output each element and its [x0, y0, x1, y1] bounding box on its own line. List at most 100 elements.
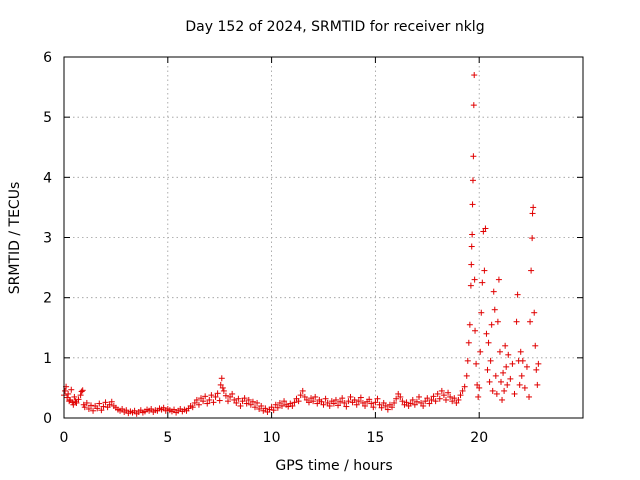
data-point: [493, 390, 500, 397]
data-point: [447, 393, 454, 400]
data-point: [395, 390, 402, 397]
data-point: [295, 398, 302, 405]
data-point: [453, 399, 460, 406]
data-point: [202, 393, 209, 400]
y-tick-label: 0: [43, 411, 52, 427]
data-point: [509, 360, 516, 367]
data-point: [81, 404, 88, 411]
data-point: [285, 403, 292, 410]
data-point: [475, 393, 482, 400]
data-point: [251, 404, 258, 411]
data-point: [428, 396, 435, 403]
data-point: [479, 279, 486, 286]
data-point: [239, 398, 246, 405]
data-point: [366, 396, 373, 403]
data-point: [457, 392, 464, 399]
x-tick-label: 5: [163, 430, 172, 446]
y-axis-label: SRMTID / TECUs: [7, 182, 23, 295]
data-point: [231, 396, 238, 403]
data-point: [301, 393, 308, 400]
data-point: [195, 401, 202, 408]
data-point: [123, 407, 130, 414]
data-point: [200, 398, 207, 405]
data-point: [355, 398, 362, 405]
data-point: [357, 394, 364, 401]
data-point: [434, 390, 441, 397]
data-point: [491, 306, 498, 313]
data-point: [503, 363, 510, 370]
data-point: [119, 405, 126, 412]
data-point: [353, 401, 360, 408]
data-point: [343, 403, 350, 410]
data-point: [490, 288, 497, 295]
data-point: [62, 387, 69, 394]
data-point: [478, 309, 485, 316]
data-point: [516, 381, 523, 388]
data-point: [533, 366, 540, 373]
chart-title: Day 152 of 2024, SRMTID for receiver nkl…: [185, 19, 484, 35]
data-point: [393, 395, 400, 402]
data-point: [514, 291, 521, 298]
data-point: [445, 389, 452, 396]
data-point: [449, 398, 456, 405]
data-point: [502, 342, 509, 349]
data-point: [471, 276, 478, 283]
data-point: [216, 397, 223, 404]
data-point: [527, 318, 534, 325]
data-point: [258, 402, 265, 409]
grid: [64, 57, 583, 418]
x-tick-label: 20: [470, 430, 488, 446]
data-point: [198, 395, 205, 402]
data-point: [415, 393, 422, 400]
data-point: [507, 375, 514, 382]
data-point: [249, 398, 256, 405]
data-point: [492, 372, 499, 379]
data-point: [463, 372, 470, 379]
x-tick-label: 10: [263, 430, 281, 446]
data-point: [96, 400, 103, 407]
data-point: [326, 402, 333, 409]
axis-ticks: 0 5 10 15 20 0 1 2 3 4 5 6: [43, 50, 583, 446]
data-point: [469, 231, 476, 238]
data-point: [469, 177, 476, 184]
data-point: [424, 395, 431, 402]
data-point: [372, 399, 379, 406]
data-point: [148, 405, 155, 412]
data-point: [108, 398, 115, 405]
data-point: [528, 267, 535, 274]
data-point: [341, 399, 348, 406]
data-point: [530, 204, 537, 211]
data-point: [235, 395, 242, 402]
data-point: [531, 309, 538, 316]
data-point: [376, 401, 383, 408]
data-point: [483, 330, 490, 337]
data-point: [274, 404, 281, 411]
data-point: [65, 390, 72, 397]
data-point: [482, 225, 489, 232]
data-point: [504, 381, 511, 388]
data-point: [472, 327, 479, 334]
data-point: [310, 398, 317, 405]
data-point: [411, 401, 418, 408]
data-point: [495, 276, 502, 283]
data-point: [189, 404, 196, 411]
data-point: [347, 393, 354, 400]
data-point: [227, 393, 234, 400]
data-point: [409, 396, 416, 403]
x-axis-label: GPS time / hours: [275, 458, 392, 474]
data-point: [426, 400, 433, 407]
data-point: [78, 388, 85, 395]
data-point: [418, 399, 425, 406]
data-point: [466, 321, 473, 328]
data-point: [305, 399, 312, 406]
data-point: [272, 401, 279, 408]
data-point: [102, 399, 109, 406]
data-point: [442, 396, 449, 403]
data-point: [378, 404, 385, 411]
data-point: [262, 405, 269, 412]
y-tick-label: 1: [43, 351, 52, 367]
data-point: [268, 404, 275, 411]
data-point: [518, 372, 525, 379]
data-point: [210, 399, 217, 406]
